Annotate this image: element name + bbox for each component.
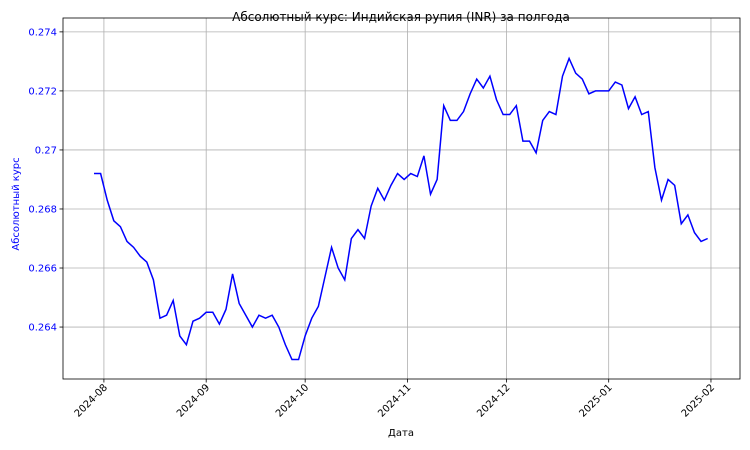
y-tick-label: 0.274 [28, 27, 57, 38]
x-tick-label: 2024-12 [475, 382, 512, 419]
y-tick-label: 0.268 [28, 204, 57, 215]
x-tick-label: 2024-08 [73, 382, 110, 419]
y-tick-label: 0.27 [35, 145, 57, 156]
x-tick-label: 2025-02 [680, 382, 717, 419]
chart-title: Абсолютный курс: Индийская рупия (INR) з… [232, 10, 570, 24]
x-tick-label: 2025-01 [577, 382, 614, 419]
data-line [94, 56, 708, 361]
x-tick-label: 2024-11 [376, 382, 413, 419]
y-axis-label: Абсолютный курс [11, 157, 22, 250]
y-tick-label: 0.264 [28, 323, 57, 334]
x-axis-label: Дата [388, 428, 414, 439]
plot-frame [62, 17, 741, 380]
y-tick-label: 0.266 [28, 264, 57, 275]
y-tick-label: 0.272 [28, 86, 57, 97]
x-tick-label: 2024-10 [274, 382, 311, 419]
x-tick-label: 2024-09 [175, 382, 212, 419]
